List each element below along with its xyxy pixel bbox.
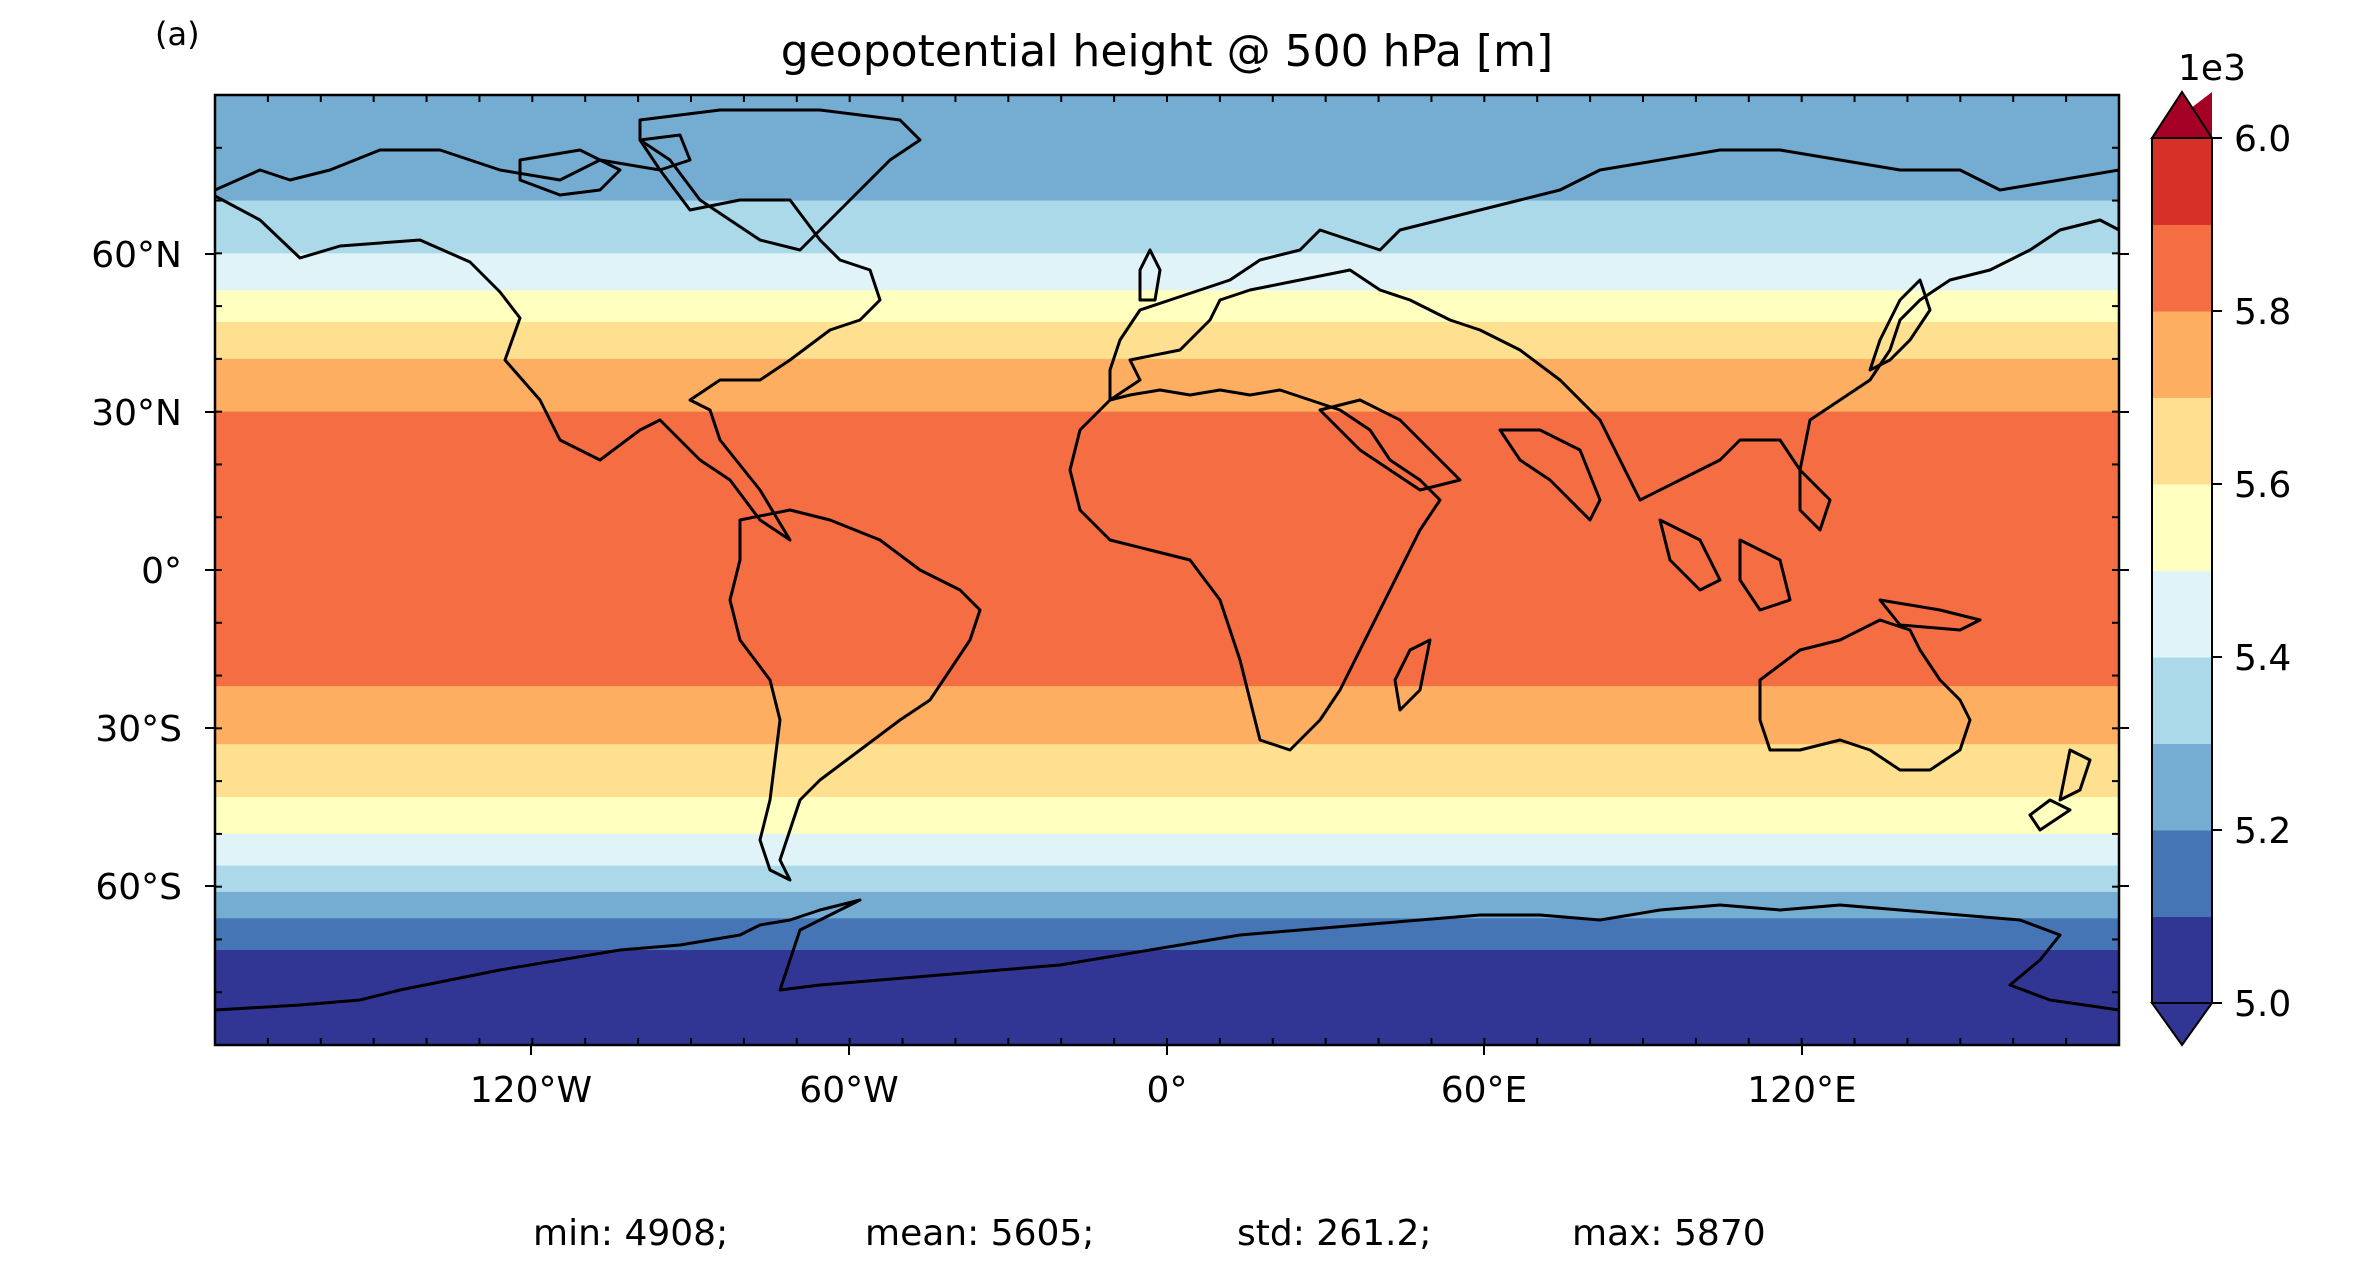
stat-std: std: 261.2;	[1237, 1213, 1431, 1254]
colorbar-ticks	[2212, 137, 2222, 1004]
stat-max: max: 5870	[1572, 1213, 1766, 1254]
colorbar-step	[2152, 657, 2212, 744]
field-band	[215, 290, 2119, 323]
colorbar-step	[2152, 916, 2212, 1004]
field-band	[215, 865, 2119, 893]
panel-label: (a)	[155, 15, 200, 53]
field-band	[215, 833, 2119, 867]
coast-greenland	[638, 108, 922, 252]
coastlines	[215, 108, 2119, 1012]
colorbar-tick-label: 5.6	[2234, 465, 2291, 506]
colorbar-under-arrow	[2150, 1002, 2214, 1047]
colorbar-step	[2152, 311, 2212, 398]
field-band	[215, 358, 2119, 413]
colorbar-step	[2152, 138, 2212, 225]
colorbar-tick-label: 6.0	[2234, 119, 2291, 160]
coast-antarctica	[215, 898, 2119, 1012]
colorbar-step	[2152, 484, 2212, 571]
coast-arctic-islands	[518, 133, 692, 197]
field-band	[215, 744, 2119, 798]
stat-min: min: 4908;	[533, 1213, 728, 1254]
lon-label: 60°W	[799, 1070, 898, 1111]
colorbar-multiplier: 1e3	[2178, 48, 2246, 89]
colorbar-frame	[2151, 137, 2213, 1004]
colorbar-steps	[2152, 138, 2212, 1004]
coast-north-america	[215, 148, 882, 542]
colorbar-step	[2152, 830, 2212, 917]
lon-label: 0°	[1147, 1070, 1188, 1111]
coast-africa	[1068, 388, 1442, 752]
field-band	[215, 200, 2119, 254]
colorbar: 1e3 5.0 5.2 5.4 5.6 5.8 6.0	[2150, 48, 2291, 1047]
field-band	[215, 950, 2119, 1045]
lat-label: 30°S	[95, 709, 182, 750]
stat-mean: mean: 5605;	[865, 1213, 1094, 1254]
coast-madagascar	[1393, 638, 1432, 712]
field-band	[215, 411, 2119, 687]
outer-ticks	[205, 253, 2129, 1055]
coast-japan	[1868, 278, 1932, 372]
colorbar-step	[2152, 570, 2212, 658]
colorbar-step	[2152, 743, 2212, 831]
coast-australia	[1758, 618, 1972, 772]
field-bands	[215, 95, 2119, 1045]
colorbar-step	[2152, 224, 2212, 312]
lon-label: 120°E	[1747, 1070, 1856, 1111]
field-band	[215, 686, 2119, 745]
coast-uk	[1138, 248, 1162, 302]
lat-label: 0°	[141, 551, 182, 592]
coast-southeast-asia	[1658, 468, 1982, 632]
lat-label: 60°N	[91, 235, 182, 276]
field-band	[215, 796, 2119, 835]
colorbar-tick-label: 5.2	[2234, 811, 2291, 852]
field-band	[215, 891, 2119, 919]
stats-line: min: 4908; mean: 5605; std: 261.2; max: …	[533, 1213, 1766, 1254]
colorbar-tick-label: 5.4	[2234, 638, 2291, 679]
coast-india	[1498, 428, 1602, 522]
coast-eurasia	[1108, 148, 2119, 502]
lat-label: 60°S	[95, 867, 182, 908]
field-band	[215, 253, 2119, 291]
coast-south-america	[728, 508, 982, 882]
map-title: geopotential height @ 500 hPa [m]	[781, 26, 1553, 77]
colorbar-step	[2152, 397, 2212, 485]
field-band	[215, 95, 2119, 202]
lon-label: 120°W	[470, 1070, 592, 1111]
colorbar-tick-label: 5.0	[2234, 984, 2291, 1025]
map-panel	[215, 95, 2119, 1045]
coast-new-zealand	[2028, 748, 2092, 832]
coast-arabia	[1318, 398, 1462, 492]
lon-label: 60°E	[1441, 1070, 1528, 1111]
colorbar-tick-label: 5.8	[2234, 292, 2291, 333]
field-band	[215, 918, 2119, 951]
lat-label: 30°N	[91, 393, 182, 434]
